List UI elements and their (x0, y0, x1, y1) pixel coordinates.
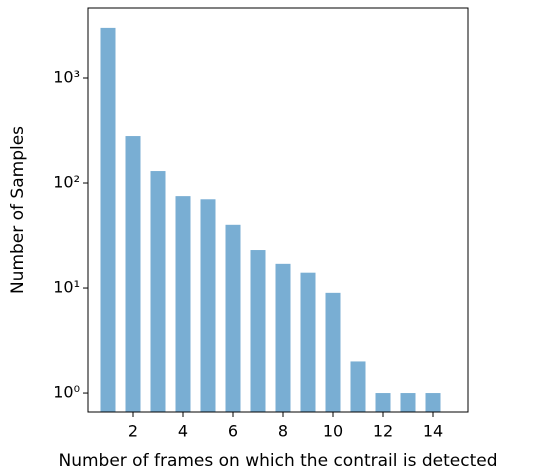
bar (375, 393, 391, 412)
x-tick-label: 4 (178, 422, 188, 441)
bar (225, 224, 241, 412)
bar (400, 393, 416, 412)
y-tick-label: 10¹ (53, 278, 80, 297)
bar (100, 27, 116, 413)
x-tick-label: 10 (323, 422, 343, 441)
bar (275, 263, 291, 412)
bar (150, 171, 166, 412)
x-tick-label: 12 (373, 422, 393, 441)
bar (200, 199, 216, 412)
bar (325, 292, 341, 412)
y-tick-label: 10⁰ (53, 383, 80, 402)
x-tick-label: 2 (128, 422, 138, 441)
x-tick-label: 14 (423, 422, 443, 441)
plot-frame (87, 7, 469, 413)
bar (125, 136, 141, 412)
bar (300, 272, 316, 412)
x-tick-label: 8 (278, 422, 288, 441)
y-tick-label: 10² (53, 173, 80, 192)
bar (425, 393, 441, 412)
bar (350, 361, 366, 412)
x-tick-label: 6 (228, 422, 238, 441)
y-axis-label: Number of Samples (8, 126, 28, 294)
x-axis-label: Number of frames on which the contrail i… (58, 451, 497, 471)
bar (175, 196, 191, 412)
bar (250, 250, 266, 412)
y-tick-label: 10³ (53, 67, 80, 86)
